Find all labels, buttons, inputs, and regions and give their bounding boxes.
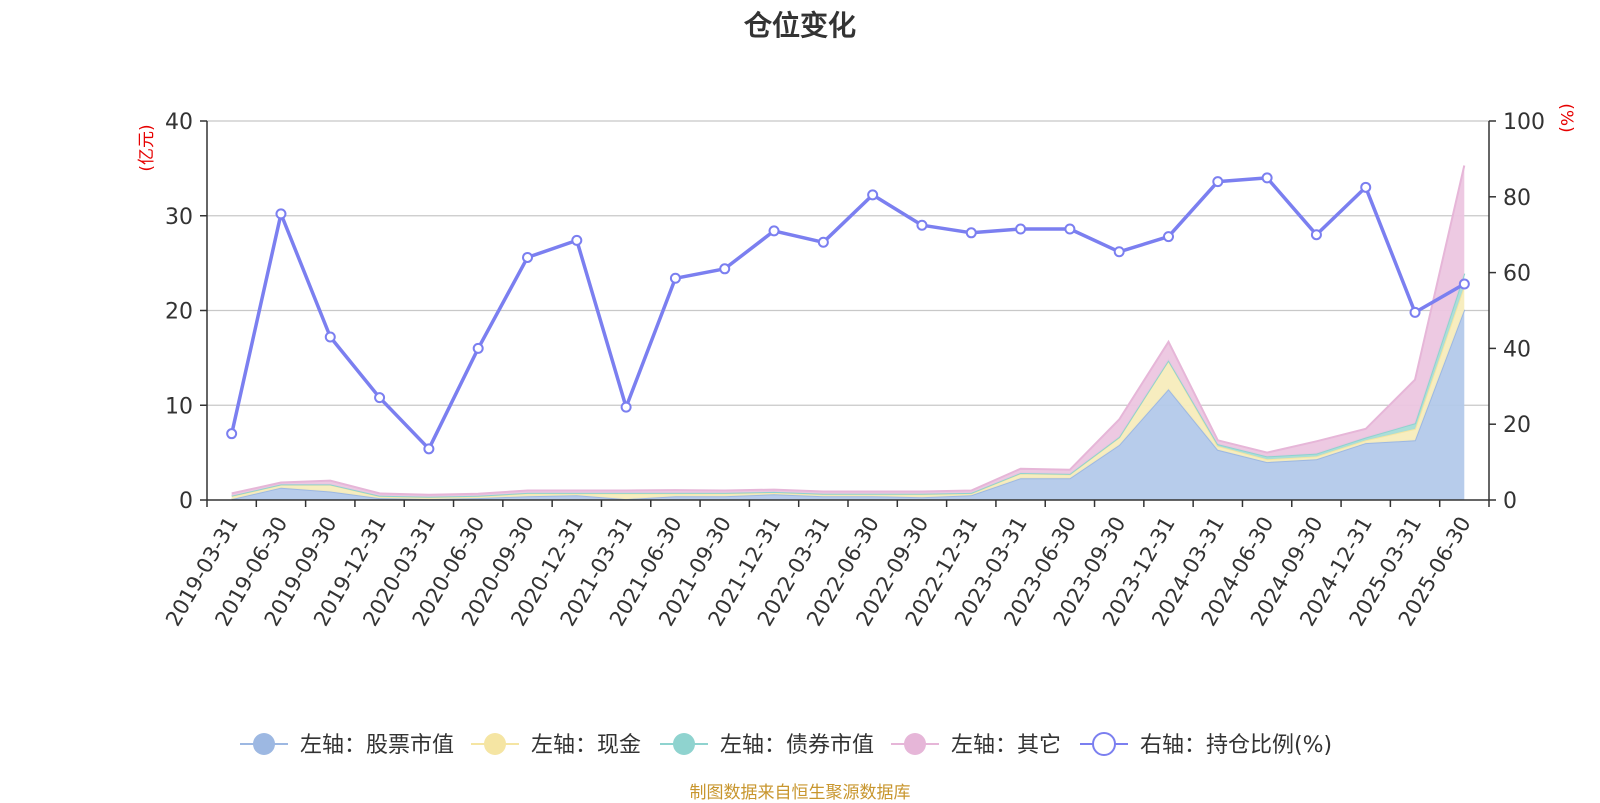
area-股票市值 bbox=[231, 309, 1465, 500]
legend-marker bbox=[673, 733, 695, 755]
holding-ratio-point bbox=[1310, 229, 1322, 241]
holding-ratio-point bbox=[423, 443, 435, 455]
left-axis-tick-label: 0 bbox=[179, 489, 193, 514]
legend-item: 左轴：债券市值 bbox=[660, 733, 874, 758]
legend-label: 右轴：持仓比例(%) bbox=[1140, 733, 1332, 758]
holding-ratio-point bbox=[1261, 172, 1273, 184]
holding-ratio-point bbox=[1113, 246, 1125, 258]
right-axis-tick-label: 0 bbox=[1503, 489, 1517, 514]
holding-ratio-point bbox=[965, 227, 977, 239]
holding-ratio-point bbox=[374, 392, 386, 404]
holding-ratio-point bbox=[571, 234, 583, 246]
legend-marker bbox=[904, 733, 926, 755]
legend-label: 左轴：其它 bbox=[951, 733, 1061, 758]
left-axis-tick-label: 10 bbox=[165, 394, 193, 419]
legend-item: 右轴：持仓比例(%) bbox=[1080, 732, 1332, 758]
legend-marker bbox=[1092, 732, 1116, 756]
legend-marker bbox=[253, 733, 275, 755]
holding-ratio-point bbox=[1458, 278, 1470, 290]
left-axis-unit-label: (亿元) bbox=[137, 124, 157, 171]
right-axis-unit-label: (%) bbox=[1556, 103, 1576, 132]
holding-ratio-point bbox=[472, 342, 484, 354]
holding-ratio-point bbox=[226, 428, 238, 440]
right-axis-tick-label: 100 bbox=[1503, 110, 1545, 135]
right-axis-tick-label: 60 bbox=[1503, 262, 1531, 287]
legend-marker bbox=[484, 733, 506, 755]
holding-ratio-line bbox=[229, 176, 1466, 451]
holding-ratio-point bbox=[620, 401, 632, 413]
holding-ratio-point bbox=[1360, 181, 1372, 193]
right-axis-tick-label: 20 bbox=[1503, 413, 1531, 438]
chart-title: 仓位变化 bbox=[743, 9, 856, 42]
legend-item: 左轴：其它 bbox=[891, 733, 1061, 758]
holding-ratio-point bbox=[867, 189, 879, 201]
holding-ratio-point bbox=[1064, 223, 1076, 235]
legend-label: 左轴：股票市值 bbox=[300, 733, 454, 758]
holding-ratio-point bbox=[719, 263, 731, 275]
legend-label: 左轴：债券市值 bbox=[720, 733, 874, 758]
holding-ratio-point bbox=[522, 251, 533, 263]
holding-ratio-point bbox=[1212, 176, 1224, 188]
holding-ratio-point bbox=[275, 208, 287, 220]
holding-ratio-point bbox=[669, 272, 681, 284]
right-axis-tick-label: 80 bbox=[1503, 186, 1531, 211]
source-note: 制图数据来自恒生聚源数据库 bbox=[689, 783, 911, 803]
holding-ratio-point bbox=[1015, 223, 1027, 235]
holding-ratio-point bbox=[916, 219, 928, 231]
legend-label: 左轴：现金 bbox=[531, 733, 641, 758]
holding-ratio-point bbox=[1409, 306, 1421, 318]
holding-ratio-point bbox=[817, 236, 829, 248]
left-axis-tick-label: 40 bbox=[165, 110, 193, 135]
left-axis-tick-label: 20 bbox=[165, 300, 193, 325]
holding-ratio-point bbox=[1163, 231, 1174, 243]
right-axis-tick-label: 40 bbox=[1503, 337, 1531, 362]
left-axis-tick-label: 30 bbox=[165, 205, 193, 230]
legend-item: 左轴：股票市值 bbox=[240, 733, 454, 758]
holding-ratio-point bbox=[768, 225, 780, 237]
holding-ratio-point bbox=[324, 331, 336, 343]
legend-item: 左轴：现金 bbox=[471, 733, 641, 758]
area-line-其它 bbox=[231, 165, 1466, 496]
